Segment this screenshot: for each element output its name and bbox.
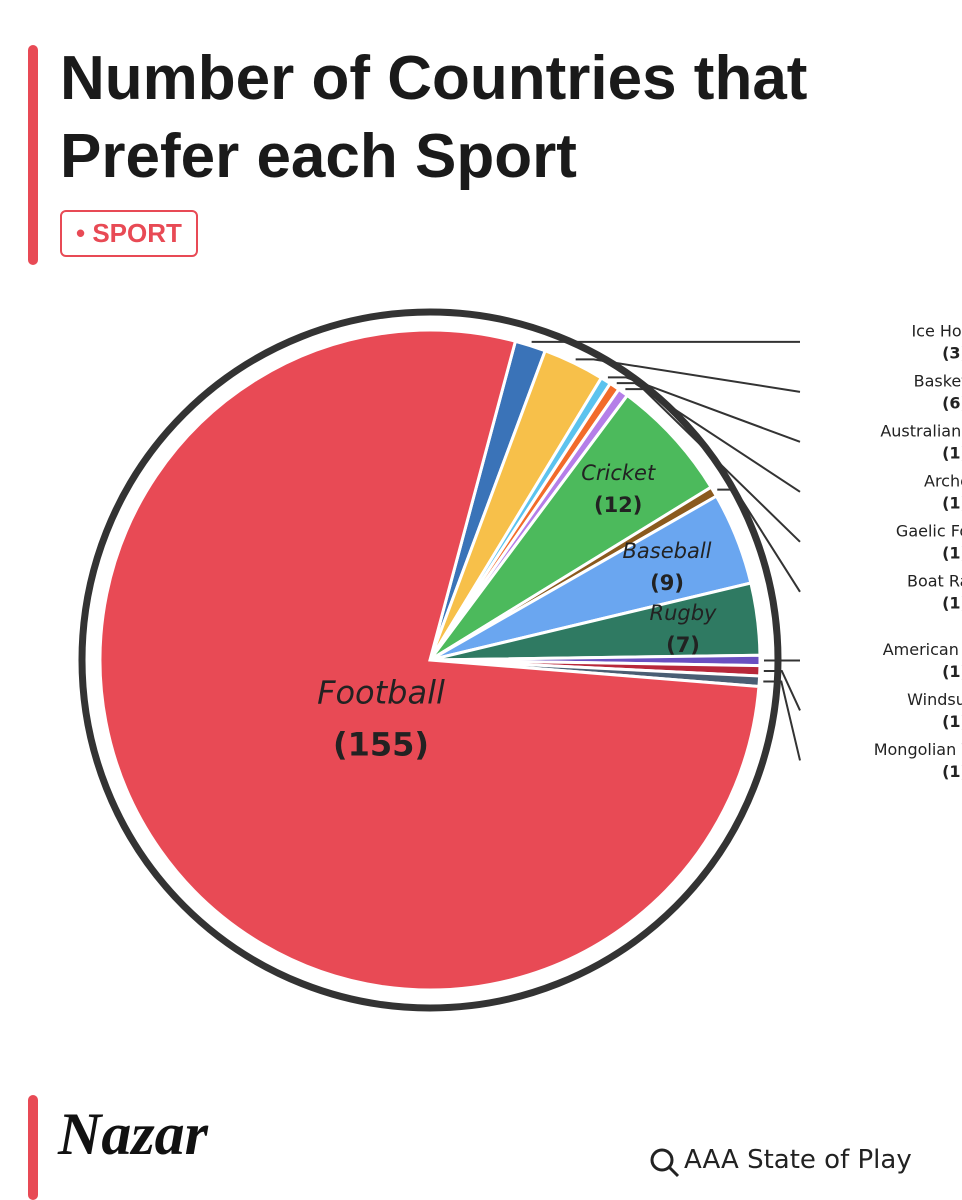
leader-line xyxy=(763,669,801,711)
value-label: (1) xyxy=(942,662,962,681)
accent-bar xyxy=(28,45,38,265)
value-label: (1) xyxy=(942,543,962,562)
slice-label: Australian Football xyxy=(880,421,962,440)
slice-label: Rugby xyxy=(650,601,718,625)
value-label: (155) xyxy=(333,726,429,764)
leader-line xyxy=(616,382,801,493)
leader-line xyxy=(717,488,801,593)
brand: Nazar xyxy=(58,1101,209,1167)
slice-label: Football xyxy=(317,674,445,712)
slice-label: Basketball xyxy=(914,371,962,390)
value-label: (9) xyxy=(650,571,684,595)
slice-label: Cricket xyxy=(581,461,656,485)
source: AAA State of Play xyxy=(684,1145,912,1175)
slice-label: Gaelic Football xyxy=(896,521,962,540)
value-label: (1) xyxy=(942,443,962,462)
leader-line xyxy=(763,680,801,761)
leader-line xyxy=(625,388,801,543)
value-label: (1) xyxy=(942,712,962,731)
value-label: (1) xyxy=(942,762,962,781)
slice xyxy=(428,393,714,662)
leader-line xyxy=(575,358,801,393)
value-label: (7) xyxy=(666,633,700,657)
slice-label: American Football xyxy=(883,640,962,659)
leader-line xyxy=(607,376,801,443)
slice-label: Archery xyxy=(924,471,962,490)
slice-label: Boat Racing xyxy=(907,571,962,590)
value-label: (3) xyxy=(942,343,962,362)
value-label: (1) xyxy=(942,493,962,512)
accent-bar xyxy=(28,1095,38,1200)
slice-label: Mongolian Wrestling xyxy=(874,740,962,759)
value-label: (1) xyxy=(942,593,962,612)
slice xyxy=(98,328,761,992)
slice-label: Ice Hockey xyxy=(911,321,962,340)
slice-label: Baseball xyxy=(623,539,712,563)
chart-title: Number of Countries that Prefer each Spo… xyxy=(60,44,808,191)
value-label: (6) xyxy=(942,393,962,412)
slice-label: Windsurfing xyxy=(907,690,962,709)
tag: SPORT xyxy=(60,210,198,257)
value-label: (12) xyxy=(594,493,642,517)
